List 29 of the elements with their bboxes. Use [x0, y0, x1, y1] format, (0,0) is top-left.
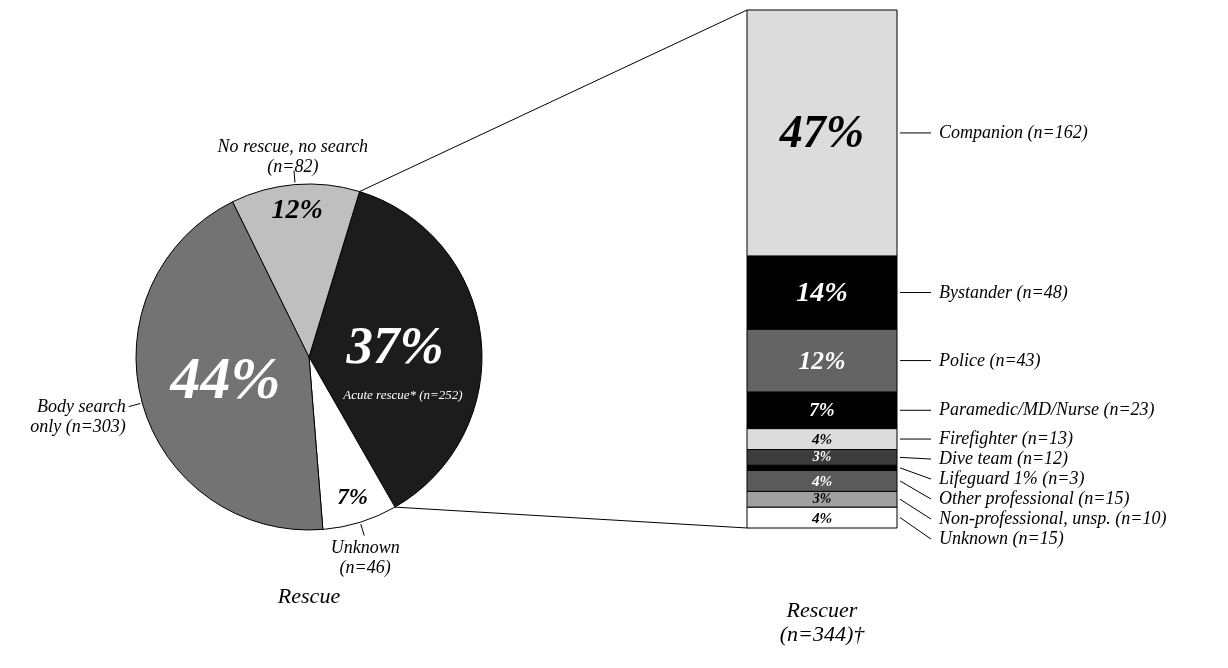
slice-label: No rescue, no search (n=82) — [216, 135, 369, 177]
legend-label: Dive team (n=12) — [938, 448, 1069, 470]
legend-label: Unknown (n=15) — [939, 528, 1064, 550]
legend-label: Non-professional, unsp. (n=10) — [938, 508, 1167, 530]
legend-label: Bystander (n=48) — [939, 281, 1068, 303]
data-label: 12% — [798, 345, 846, 375]
text: Rescuer (n=344)† — [779, 597, 866, 646]
slice-label: Unknown (n=46) — [330, 536, 400, 578]
legend-label: Other professional (n=15) — [939, 488, 1130, 510]
data-label: 12% — [271, 193, 323, 225]
data-label: 7% — [809, 399, 835, 421]
slice-label: Body search only (n=303) — [30, 396, 126, 438]
data-label: 3% — [811, 491, 832, 507]
data-label: 7% — [337, 484, 368, 510]
data-label: 47% — [778, 105, 865, 157]
data-label: 44% — [169, 344, 281, 411]
data-label: 3% — [811, 449, 832, 465]
data-label: 4% — [810, 471, 833, 489]
data-label: 4% — [810, 430, 833, 448]
data-label: 37% — [345, 316, 444, 375]
slice-label: Acute rescue* (n=252) — [342, 387, 463, 403]
legend-label: Police (n=43) — [938, 349, 1041, 371]
legend-label: Firefighter (n=13) — [938, 428, 1073, 450]
data-label: 14% — [796, 275, 848, 307]
legend-label: Lifeguard 1% (n=3) — [938, 468, 1085, 490]
legend-label: Companion (n=162) — [939, 121, 1088, 143]
text: Rescue — [276, 583, 341, 608]
data-label: 4% — [810, 508, 833, 526]
legend-label: Paramedic/MD/Nurse (n=23) — [938, 399, 1155, 421]
